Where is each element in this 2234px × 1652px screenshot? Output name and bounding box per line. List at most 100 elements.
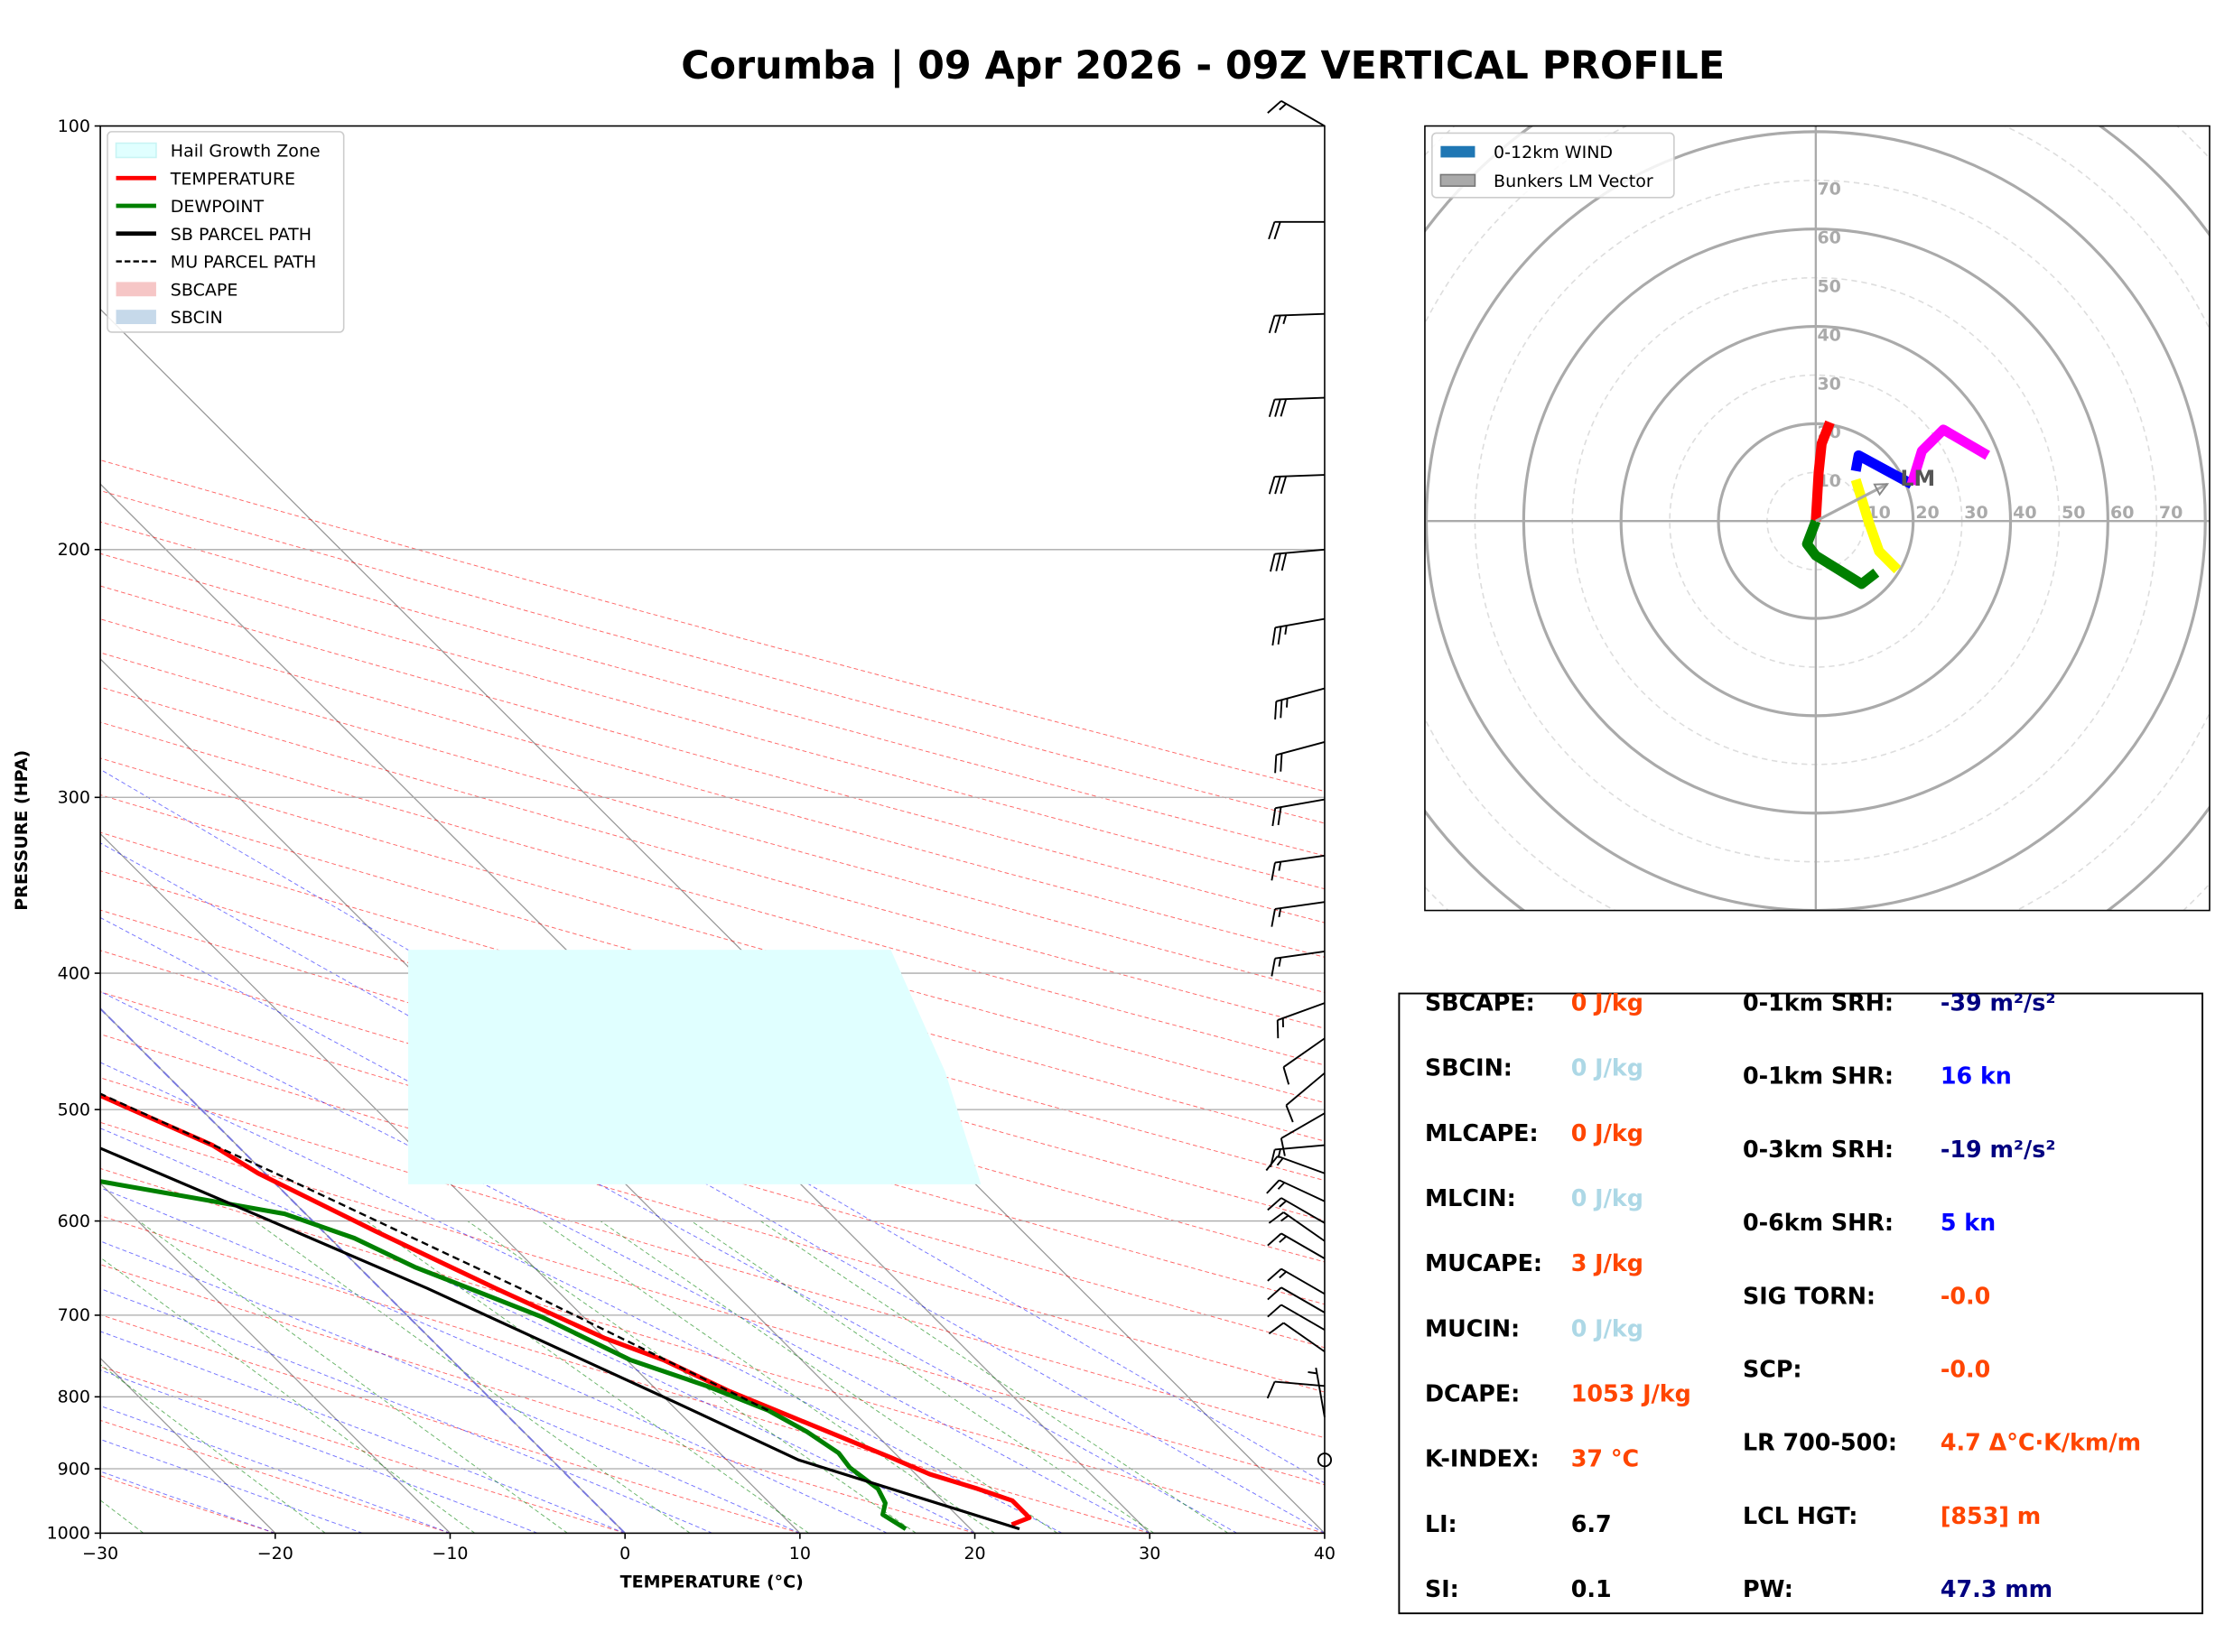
wind-barb bbox=[1266, 1179, 1326, 1202]
barb-full bbox=[1267, 1267, 1282, 1282]
hodograph-segment-yellow bbox=[1850, 478, 1902, 574]
hodograph-ring-label-x: 50 bbox=[2062, 503, 2085, 523]
wind-barb bbox=[1268, 220, 1325, 240]
stat-label: LCL HGT: bbox=[1743, 1502, 1857, 1529]
barb-full bbox=[1268, 1211, 1285, 1224]
stat-value: 16 kn bbox=[1941, 1063, 2012, 1090]
barb-staff bbox=[1280, 1197, 1326, 1224]
legend-label: SBCAPE bbox=[171, 280, 238, 300]
barb-staff bbox=[1274, 474, 1325, 478]
stat-value: 1053 J/kg bbox=[1571, 1379, 1691, 1406]
hodograph-ring-label-y: 30 bbox=[1817, 374, 1840, 394]
barb-staff bbox=[1274, 950, 1326, 960]
stat-value: 0 J/kg bbox=[1571, 1054, 1643, 1081]
legend-swatch-sbcin bbox=[116, 310, 156, 325]
barb-full bbox=[1277, 626, 1282, 645]
barb-half bbox=[1284, 625, 1288, 636]
barb-half bbox=[1279, 1235, 1287, 1243]
wind-barb bbox=[1266, 1380, 1326, 1399]
stat-label: DCAPE: bbox=[1425, 1379, 1520, 1406]
barb-full bbox=[1274, 701, 1278, 720]
x-tick-label: 10 bbox=[789, 1544, 811, 1564]
barb-full bbox=[1274, 315, 1281, 333]
barb-full bbox=[1268, 476, 1276, 495]
barb-half bbox=[1286, 698, 1289, 708]
moist-adiabat bbox=[100, 1062, 1063, 1534]
stat-value: 5 kn bbox=[1941, 1209, 1996, 1236]
barb-staff bbox=[1274, 1144, 1326, 1151]
moist-adiabat bbox=[100, 1369, 538, 1534]
barb-full bbox=[1270, 553, 1276, 572]
barb-half bbox=[1278, 957, 1282, 967]
hodograph-ring-label-x: 30 bbox=[1964, 503, 1987, 523]
stat-label: MLCAPE: bbox=[1425, 1119, 1539, 1146]
stat-value: 0.1 bbox=[1571, 1575, 1612, 1602]
temperature-line bbox=[100, 1092, 1032, 1527]
barb-staff bbox=[1275, 798, 1326, 810]
hodograph-ring-label-x: 20 bbox=[1915, 503, 1939, 523]
dewpoint-line bbox=[100, 1179, 908, 1531]
stats-panel: SBCAPE: 0 J/kg SBCIN: 0 J/kg MLCAPE: 0 J/kg ML… bbox=[1398, 989, 2203, 1615]
isotherm bbox=[100, 483, 1151, 1534]
stat-value: 0 J/kg bbox=[1571, 1119, 1643, 1146]
barb-full bbox=[1282, 1066, 1290, 1085]
barb-full bbox=[1266, 1381, 1276, 1399]
stat-value: 6.7 bbox=[1571, 1510, 1612, 1537]
stat-label: MUCIN: bbox=[1425, 1314, 1520, 1341]
hodograph-legend-swatch bbox=[1440, 145, 1475, 158]
barb-half bbox=[1279, 1271, 1287, 1279]
dry-adiabat bbox=[100, 490, 1325, 824]
barb-half bbox=[1276, 1157, 1284, 1166]
hodograph-legend-swatch bbox=[1439, 173, 1476, 187]
stat-label: MLCIN: bbox=[1425, 1184, 1516, 1211]
barb-staff bbox=[1274, 854, 1326, 864]
hodograph-segment-green bbox=[1801, 519, 1880, 589]
barb-staff bbox=[1275, 617, 1326, 629]
skew-t-plot: −30 −20 −10 0 10 20 30 40 100 200 300 400 500 600 700 8… bbox=[12, 99, 1336, 1592]
wind-barb bbox=[1317, 1452, 1333, 1468]
barb-staff bbox=[1279, 1179, 1326, 1202]
stat-value: 3 J/kg bbox=[1571, 1249, 1643, 1276]
wind-barb bbox=[1271, 901, 1326, 927]
barb-full bbox=[1267, 1197, 1282, 1211]
y-tick-label: 900 bbox=[58, 1459, 90, 1479]
stat-label: SBCAPE: bbox=[1425, 989, 1535, 1016]
dry-adiabat bbox=[100, 1167, 1325, 1534]
wind-barb bbox=[1271, 854, 1326, 881]
barb-full bbox=[1271, 958, 1276, 977]
legend-label: MU PARCEL PATH bbox=[171, 253, 317, 273]
barb-staff bbox=[1277, 1002, 1326, 1021]
hodograph-segment-blue bbox=[1850, 450, 1914, 489]
mixing-ratio-line bbox=[254, 1220, 691, 1534]
barb-half bbox=[1279, 103, 1287, 111]
stat-label: MUCAPE: bbox=[1425, 1249, 1542, 1276]
barb-full bbox=[1267, 1232, 1282, 1247]
legend-label: TEMPERATURE bbox=[170, 169, 295, 189]
barb-staff bbox=[1276, 741, 1326, 756]
wind-barb bbox=[1267, 1286, 1326, 1313]
barb-staff bbox=[1285, 1072, 1326, 1107]
barb-half bbox=[1278, 907, 1282, 918]
y-tick-label: 200 bbox=[58, 540, 90, 560]
barb-staff bbox=[1282, 1211, 1326, 1242]
barb-full bbox=[1267, 1304, 1282, 1318]
wind-barb bbox=[1268, 1211, 1326, 1242]
barb-full bbox=[1268, 1322, 1285, 1335]
y-tick-label: 800 bbox=[58, 1387, 90, 1407]
legend-label: SB PARCEL PATH bbox=[171, 225, 312, 245]
barb-full bbox=[1280, 476, 1288, 495]
barb-half bbox=[1280, 1214, 1289, 1222]
wind-barb bbox=[1268, 396, 1325, 418]
stat-label: K-INDEX: bbox=[1425, 1445, 1540, 1472]
hodograph-legend-label: Bunkers LM Vector bbox=[1494, 172, 1653, 191]
barb-full bbox=[1268, 221, 1276, 240]
stat-value: -0.0 bbox=[1941, 1282, 1990, 1309]
mixing-ratio-line bbox=[541, 1220, 995, 1534]
wind-barb bbox=[1265, 1155, 1326, 1174]
wind-barb bbox=[1267, 1304, 1326, 1331]
dry-adiabat bbox=[100, 521, 1325, 857]
barb-staff bbox=[1280, 99, 1326, 127]
barb-full bbox=[1271, 908, 1276, 927]
hodograph-frame bbox=[1424, 125, 2211, 912]
